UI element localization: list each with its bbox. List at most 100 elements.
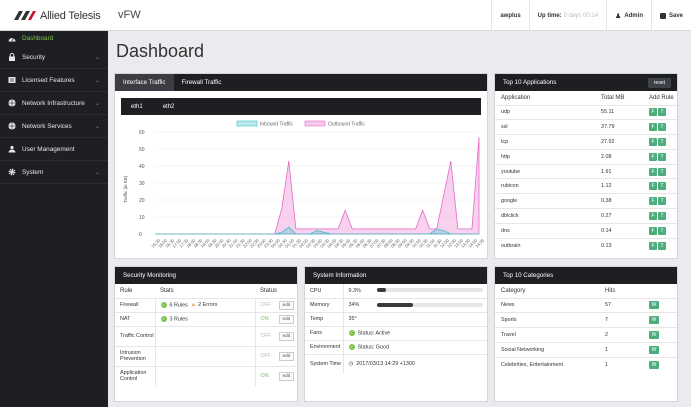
add-traffic-rule-button[interactable]: T bbox=[658, 123, 666, 132]
add-web-rule-button[interactable]: W bbox=[649, 316, 659, 325]
add-traffic-rule-button[interactable]: T bbox=[658, 108, 666, 117]
security-table: Rule Stats Status Firewall ✓ 6 Rules ▲ 2 Err… bbox=[115, 284, 297, 386]
edit-button[interactable]: edit bbox=[278, 300, 295, 310]
app-title: vFW bbox=[118, 9, 141, 21]
add-firewall-rule-button[interactable]: F bbox=[649, 211, 657, 220]
x-tick-label: 13:30 bbox=[460, 237, 471, 248]
column-header: Category bbox=[501, 287, 526, 294]
add-firewall-rule-button[interactable]: F bbox=[649, 182, 657, 191]
interface-tabs: eth1 eth2 bbox=[121, 98, 481, 115]
column-header: Hits bbox=[605, 287, 616, 294]
hostname: awplus bbox=[491, 0, 528, 31]
add-web-rule-button[interactable]: W bbox=[649, 345, 659, 354]
add-web-rule-button[interactable]: W bbox=[649, 301, 659, 310]
x-tick-label: 11:30 bbox=[432, 238, 443, 249]
status-toggle[interactable]: ON bbox=[260, 372, 269, 379]
edit-button[interactable]: edit bbox=[278, 371, 295, 381]
cpu-label: CPU bbox=[305, 284, 344, 298]
users-icon bbox=[8, 145, 16, 153]
sidebar-item-licensed-features[interactable]: Licensed Features ⌄ bbox=[0, 69, 108, 92]
status-toggle[interactable]: ON bbox=[260, 315, 269, 322]
add-firewall-rule-button[interactable]: F bbox=[649, 152, 657, 161]
tab-firewall-traffic[interactable]: Firewall Traffic bbox=[181, 79, 222, 86]
memory-value: 34% bbox=[348, 302, 360, 308]
add-traffic-rule-button[interactable]: T bbox=[658, 211, 666, 220]
category-name: Celebrities, Entertainment bbox=[495, 356, 599, 372]
sidebar-item-security[interactable]: Security ⌄ bbox=[0, 46, 108, 69]
tab-interface-traffic[interactable]: Interface Traffic bbox=[115, 74, 174, 91]
add-firewall-rule-button[interactable]: F bbox=[649, 167, 657, 176]
x-tick-label: 02:30 bbox=[305, 237, 316, 248]
tab-eth1[interactable]: eth1 bbox=[131, 103, 143, 110]
column-header: Application bbox=[501, 94, 531, 101]
category-name: Sports bbox=[495, 312, 599, 328]
add-traffic-rule-button[interactable]: T bbox=[658, 152, 666, 161]
tab-eth2[interactable]: eth2 bbox=[162, 103, 175, 110]
add-firewall-rule-button[interactable]: F bbox=[649, 226, 657, 235]
x-tick-label: 00:30 bbox=[277, 237, 288, 248]
add-traffic-rule-button[interactable]: T bbox=[658, 137, 666, 146]
add-firewall-rule-button[interactable]: F bbox=[649, 241, 657, 250]
app-name: dns bbox=[495, 222, 595, 239]
top-bar: Allied Telesis vFW awplus Up time: 0 days… bbox=[0, 0, 691, 31]
rule-stats: 3 Rules bbox=[169, 316, 188, 323]
x-tick-label: 17:30 bbox=[178, 237, 189, 248]
add-traffic-rule-button[interactable]: T bbox=[658, 182, 666, 191]
sidebar-item-network-infrastructure[interactable]: Network Infrastructure ⌄ bbox=[0, 92, 108, 115]
add-web-rule-button[interactable]: W bbox=[649, 360, 659, 369]
reset-button[interactable]: reset bbox=[647, 78, 671, 88]
column-header: Total MB bbox=[601, 94, 625, 101]
table-row: Celebrities, Entertainment 1 W bbox=[495, 356, 677, 372]
x-tick-label: 03:30 bbox=[319, 237, 330, 248]
x-tick-label: 01:00 bbox=[284, 237, 295, 248]
app-name: dblclick bbox=[495, 208, 595, 224]
x-tick-label: 06:30 bbox=[361, 237, 372, 248]
table-row: udp 55.11 F T bbox=[495, 104, 677, 120]
add-firewall-rule-button[interactable]: F bbox=[649, 137, 657, 146]
legend-label: Outbound Traffic bbox=[328, 122, 365, 128]
sidebar: Dashboard Security ⌄ Licensed Features ⌄ N… bbox=[0, 31, 108, 407]
x-tick-label: 22:30 bbox=[249, 237, 260, 248]
x-tick-label: 23:30 bbox=[263, 237, 274, 248]
chevron-down-icon: ⌄ bbox=[94, 124, 100, 130]
app-name: google bbox=[495, 193, 595, 209]
traffic-panel: Interface Traffic Firewall Traffic eth1 … bbox=[114, 73, 488, 259]
status-toggle[interactable]: OFF bbox=[260, 301, 272, 308]
rule-name: Application Control bbox=[115, 365, 155, 386]
add-firewall-rule-button[interactable]: F bbox=[649, 123, 657, 132]
warning-icon: ▲ bbox=[190, 302, 197, 309]
x-tick-label: 12:30 bbox=[446, 237, 457, 248]
sidebar-item-system[interactable]: System ⌄ bbox=[0, 161, 108, 184]
edit-button[interactable]: edit bbox=[278, 331, 295, 341]
check-icon: ✓ bbox=[160, 301, 167, 308]
status-toggle[interactable]: OFF bbox=[260, 352, 272, 359]
x-tick-label: 10:30 bbox=[418, 237, 429, 248]
x-tick-label: 07:30 bbox=[376, 237, 387, 248]
add-traffic-rule-button[interactable]: T bbox=[658, 197, 666, 206]
add-web-rule-button[interactable]: W bbox=[649, 330, 659, 339]
x-tick-label: 02:00 bbox=[298, 237, 309, 248]
add-firewall-rule-button[interactable]: F bbox=[649, 197, 657, 206]
add-traffic-rule-button[interactable]: T bbox=[658, 167, 666, 176]
x-tick-label: 18:30 bbox=[192, 237, 203, 248]
sidebar-item-network-services[interactable]: Network Services ⌄ bbox=[0, 115, 108, 138]
edit-button[interactable]: edit bbox=[278, 351, 295, 361]
system-time-value: 2017/03/13 14:29 +1300 bbox=[356, 361, 415, 368]
top-applications-panel: Top 10 Applications reset Application To… bbox=[494, 73, 678, 259]
add-traffic-rule-button[interactable]: T bbox=[658, 241, 666, 250]
app-total-mb: 27.92 bbox=[595, 134, 643, 150]
x-tick-label: 20:30 bbox=[221, 237, 232, 248]
legend-label: Inbound Traffic bbox=[260, 122, 293, 128]
y-tick-label: 40 bbox=[139, 164, 145, 170]
save-button[interactable]: Save bbox=[650, 0, 691, 31]
fans-label: Fans bbox=[305, 325, 344, 340]
status-toggle[interactable]: OFF bbox=[260, 332, 272, 339]
app-name: tcp bbox=[495, 134, 595, 150]
add-traffic-rule-button[interactable]: T bbox=[658, 226, 666, 235]
sidebar-item-dashboard[interactable]: Dashboard bbox=[0, 31, 108, 46]
edit-button[interactable]: edit bbox=[278, 314, 295, 324]
admin-menu[interactable]: ♟ Admin bbox=[606, 0, 651, 31]
sidebar-item-user-management[interactable]: User Management bbox=[0, 138, 108, 161]
add-firewall-rule-button[interactable]: F bbox=[649, 108, 657, 117]
x-tick-label: 15:30 bbox=[150, 237, 161, 248]
